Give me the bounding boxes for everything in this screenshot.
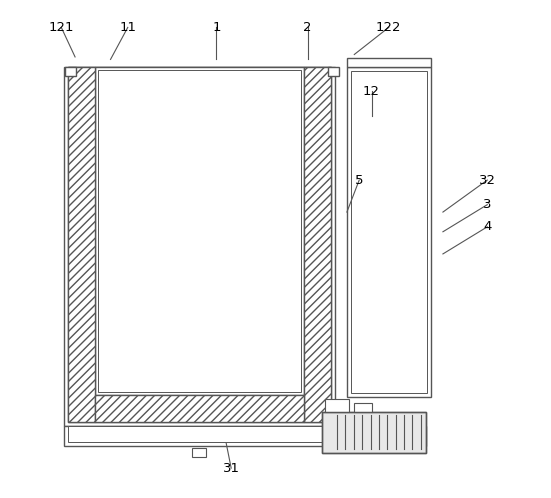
Bar [64, 426, 426, 446]
Text: 1: 1 [212, 21, 220, 34]
Text: 12: 12 [363, 85, 380, 98]
Text: 32: 32 [479, 174, 496, 187]
Bar [322, 411, 426, 453]
Bar [68, 426, 331, 442]
Bar [98, 70, 301, 392]
Bar [192, 448, 206, 457]
Bar [351, 71, 426, 393]
Bar [68, 67, 331, 422]
Bar [95, 67, 304, 395]
Bar [354, 403, 371, 411]
Bar [68, 67, 95, 422]
Text: 2: 2 [303, 21, 312, 34]
Bar [347, 58, 431, 67]
Text: 122: 122 [376, 21, 402, 34]
Text: 31: 31 [223, 462, 240, 475]
Text: 11: 11 [119, 21, 136, 34]
Bar [322, 411, 426, 453]
Text: 4: 4 [483, 220, 491, 234]
Text: 5: 5 [355, 174, 364, 187]
Bar [347, 67, 431, 397]
Bar [95, 395, 304, 422]
Bar [64, 67, 334, 426]
Bar [304, 67, 331, 422]
Bar [328, 67, 339, 76]
Text: 3: 3 [483, 198, 491, 211]
Text: 121: 121 [48, 21, 74, 34]
Bar [325, 399, 349, 411]
Bar [65, 67, 76, 76]
